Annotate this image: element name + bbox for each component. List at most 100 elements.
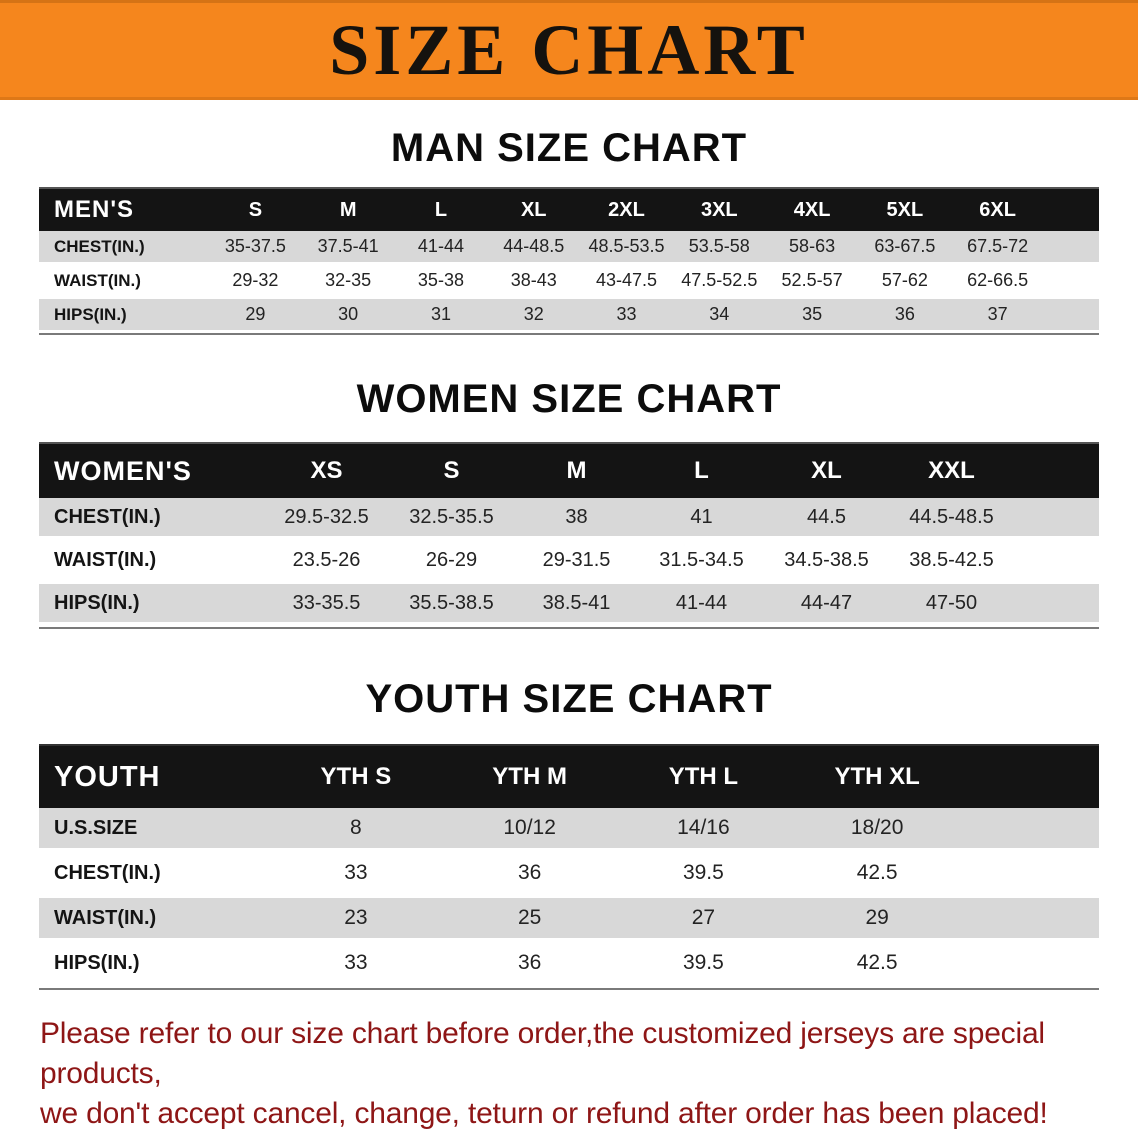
- table-header-row: MEN'S S M L XL 2XL 3XL 4XL 5XL 6XL: [39, 189, 1099, 231]
- table-row: CHEST(IN.) 35-37.5 37.5-41 41-44 44-48.5 48.5…: [39, 231, 1099, 265]
- table-row: WAIST(IN.) 23 25 27 29: [39, 898, 1099, 943]
- table-header-size-cell: YTH S: [320, 763, 392, 790]
- value-cell: 29: [245, 304, 266, 324]
- value-cell: 44-47: [800, 591, 853, 614]
- value-cell: 29.5-32.5: [284, 505, 369, 528]
- table-row: HIPS(IN.) 33-35.5 35.5-38.5 38.5-41 41-44 44-…: [39, 584, 1099, 627]
- value-cell: 35: [802, 304, 823, 324]
- value-cell: 36: [517, 861, 542, 884]
- women-size-table: WOMEN'S XS S M L XL XXL CHEST(IN.) 29.5-32.5 32.5…: [39, 442, 1099, 629]
- value-cell: 41-44: [675, 591, 728, 614]
- value-cell: 38: [565, 505, 588, 528]
- table-header-size-cell: XL: [811, 457, 842, 484]
- value-cell: 23: [344, 906, 368, 929]
- disclaimer: Please refer to our size chart before or…: [40, 1014, 1098, 1134]
- value-cell: 53.5-58: [688, 236, 750, 256]
- value-cell: 44.5: [807, 505, 846, 528]
- value-cell: 58-63: [789, 236, 836, 256]
- row-label: WAIST(IN.): [54, 270, 141, 290]
- value-cell: 42.5: [856, 951, 898, 974]
- table-header-size-cell: 4XL: [793, 198, 831, 221]
- disclaimer-line-1: Please refer to our size chart before or…: [40, 1017, 1045, 1090]
- table-header-size-cell: 2XL: [608, 198, 645, 221]
- table-header-row: YOUTH YTH S YTH M YTH L YTH XL: [39, 746, 1099, 808]
- table-header-size-cell: YTH XL: [834, 763, 920, 790]
- table-header-size-cell: XXL: [928, 457, 975, 484]
- value-cell: 10/12: [503, 816, 556, 839]
- value-cell: 41: [690, 505, 713, 528]
- value-cell: 42.5: [856, 861, 898, 884]
- disclaimer-line-2: we don't accept cancel, change, teturn o…: [40, 1096, 1048, 1130]
- table-header-size-cell: M: [566, 457, 587, 484]
- table-header-size-cell: XL: [520, 198, 547, 221]
- value-cell: 48.5-53.5: [588, 236, 665, 256]
- value-cell: 35.5-38.5: [409, 591, 494, 614]
- table-header-size-cell: XS: [310, 457, 343, 484]
- row-label: U.S.SIZE: [54, 816, 138, 839]
- youth-size-chart-heading: YOUTH SIZE CHART: [365, 677, 773, 721]
- man-size-chart-heading: MAN SIZE CHART: [390, 126, 748, 170]
- value-cell: 36: [894, 304, 915, 324]
- value-cell: 23.5-26: [292, 548, 361, 571]
- table-row: WAIST(IN.) 23.5-26 26-29 29-31.5 31.5-34.5 34…: [39, 541, 1099, 584]
- value-cell: 33: [616, 304, 637, 324]
- row-label: CHEST(IN.): [54, 505, 161, 528]
- row-label: WAIST(IN.): [54, 906, 157, 929]
- value-cell: 33: [344, 951, 368, 974]
- table-header-group-label: YOUTH: [54, 760, 161, 793]
- row-label: CHEST(IN.): [54, 861, 161, 884]
- table-row: HIPS(IN.) 29 30 31 32 33 34 35 36 37: [39, 299, 1099, 333]
- value-cell: 30: [338, 304, 359, 324]
- table-header-group-label: MEN'S: [54, 196, 135, 223]
- value-cell: 37: [987, 304, 1008, 324]
- value-cell: 44-48.5: [503, 236, 565, 256]
- row-label: HIPS(IN.): [54, 951, 140, 974]
- table-row: HIPS(IN.) 33 36 39.5 42.5: [39, 943, 1099, 988]
- row-label: HIPS(IN.): [54, 304, 127, 324]
- value-cell: 32.5-35.5: [409, 505, 494, 528]
- table-row: CHEST(IN.) 33 36 39.5 42.5: [39, 853, 1099, 898]
- row-label: HIPS(IN.): [54, 591, 140, 614]
- value-cell: 67.5-72: [967, 236, 1029, 256]
- table-header-size-cell: L: [694, 457, 709, 484]
- row-label: WAIST(IN.): [54, 548, 157, 571]
- table-header-size-cell: 6XL: [979, 198, 1016, 221]
- value-cell: 39.5: [682, 951, 724, 974]
- value-cell: 43-47.5: [595, 270, 658, 290]
- value-cell: 38-43: [510, 270, 557, 290]
- value-cell: 25: [517, 906, 542, 929]
- value-cell: 35-37.5: [224, 236, 286, 256]
- value-cell: 41-44: [417, 236, 464, 256]
- value-cell: 62-66.5: [967, 270, 1029, 290]
- size-chart-banner: SIZE CHART: [0, 0, 1138, 100]
- value-cell: 63-67.5: [874, 236, 936, 256]
- value-cell: 29: [865, 906, 889, 929]
- value-cell: 18/20: [850, 816, 904, 839]
- row-label: CHEST(IN.): [54, 236, 145, 256]
- value-cell: 14/16: [677, 816, 730, 839]
- value-cell: 44.5-48.5: [909, 505, 994, 528]
- value-cell: 8: [350, 816, 362, 839]
- value-cell: 29-31.5: [542, 548, 611, 571]
- value-cell: 38.5-41: [542, 591, 611, 614]
- table-row: U.S.SIZE 8 10/12 14/16 18/20: [39, 808, 1099, 853]
- value-cell: 26-29: [425, 548, 478, 571]
- value-cell: 36: [517, 951, 542, 974]
- value-cell: 52.5-57: [781, 270, 843, 290]
- value-cell: 34: [709, 304, 730, 324]
- value-cell: 38.5-42.5: [909, 548, 994, 571]
- value-cell: 39.5: [682, 861, 724, 884]
- value-cell: 32: [523, 304, 544, 324]
- table-header-size-cell: S: [443, 457, 460, 484]
- value-cell: 31.5-34.5: [659, 548, 744, 571]
- table-row: CHEST(IN.) 29.5-32.5 32.5-35.5 38 41 44.5 44.5…: [39, 498, 1099, 541]
- youth-size-table: YOUTH YTH S YTH M YTH L YTH XL U.S.SIZE 8 10/12…: [39, 744, 1099, 990]
- value-cell: 47.5-52.5: [681, 270, 758, 290]
- table-header-size-cell: L: [434, 198, 448, 221]
- page-title: SIZE CHART: [329, 9, 809, 90]
- table-row: WAIST(IN.) 29-32 32-35 35-38 38-43 43-47.5 47.…: [39, 265, 1099, 299]
- table-header-size-cell: 5XL: [886, 198, 924, 221]
- value-cell: 37.5-41: [317, 236, 379, 256]
- value-cell: 35-38: [417, 270, 464, 290]
- value-cell: 47-50: [925, 591, 978, 614]
